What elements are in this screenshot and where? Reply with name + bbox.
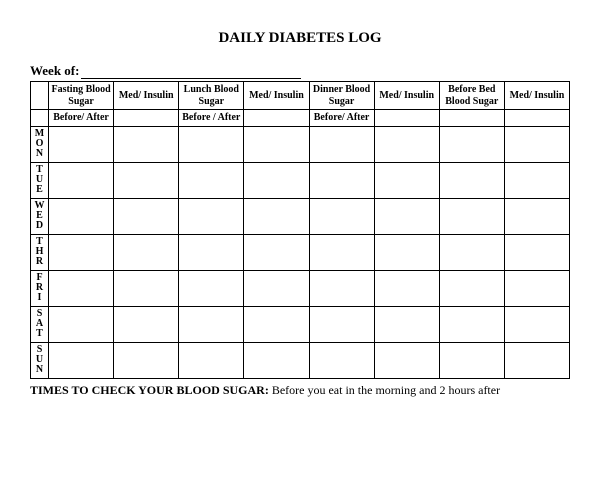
- cell[interactable]: [179, 162, 244, 198]
- cell[interactable]: [179, 342, 244, 378]
- cell[interactable]: [439, 162, 504, 198]
- footer-rest: Before you eat in the morning and 2 hour…: [269, 383, 500, 397]
- page-title: DAILY DIABETES LOG: [30, 30, 570, 47]
- cell[interactable]: [114, 270, 179, 306]
- header-row-1: Fasting Blood Sugar Med/ Insulin Lunch B…: [31, 82, 570, 110]
- cell[interactable]: [309, 198, 374, 234]
- day-fri: FRI: [31, 270, 49, 306]
- cell[interactable]: [439, 270, 504, 306]
- cell[interactable]: [374, 198, 439, 234]
- cell[interactable]: [179, 306, 244, 342]
- cell[interactable]: [244, 162, 309, 198]
- cell[interactable]: [49, 270, 114, 306]
- table-row: WED: [31, 198, 570, 234]
- cell[interactable]: [179, 270, 244, 306]
- table-row: SAT: [31, 306, 570, 342]
- col-med-3: Med/ Insulin: [374, 82, 439, 110]
- cell[interactable]: [309, 306, 374, 342]
- day-thr: THR: [31, 234, 49, 270]
- corner-blank: [31, 82, 49, 110]
- cell[interactable]: [49, 126, 114, 162]
- header-row-2: Before/ After Before / After Before/ Aft…: [31, 110, 570, 127]
- table-row: FRI: [31, 270, 570, 306]
- sub-blank-3: [374, 110, 439, 127]
- cell[interactable]: [504, 342, 569, 378]
- cell[interactable]: [439, 198, 504, 234]
- sub-blank-4: [439, 110, 504, 127]
- cell[interactable]: [374, 126, 439, 162]
- cell[interactable]: [309, 126, 374, 162]
- cell[interactable]: [374, 306, 439, 342]
- col-med-1: Med/ Insulin: [114, 82, 179, 110]
- footer-note: TIMES TO CHECK YOUR BLOOD SUGAR: Before …: [30, 383, 570, 398]
- sub-lunch: Before / After: [179, 110, 244, 127]
- cell[interactable]: [179, 126, 244, 162]
- day-sat: SAT: [31, 306, 49, 342]
- day-sun: SUN: [31, 342, 49, 378]
- week-of-line: Week of:: [30, 63, 570, 79]
- cell[interactable]: [244, 342, 309, 378]
- cell[interactable]: [49, 198, 114, 234]
- col-med-4: Med/ Insulin: [504, 82, 569, 110]
- cell[interactable]: [504, 306, 569, 342]
- cell[interactable]: [244, 126, 309, 162]
- cell[interactable]: [504, 126, 569, 162]
- col-bed: Before Bed Blood Sugar: [439, 82, 504, 110]
- week-of-blank[interactable]: [81, 78, 301, 79]
- cell[interactable]: [114, 126, 179, 162]
- cell[interactable]: [374, 234, 439, 270]
- col-fasting: Fasting Blood Sugar: [49, 82, 114, 110]
- day-wed: WED: [31, 198, 49, 234]
- cell[interactable]: [179, 198, 244, 234]
- table-row: SUN: [31, 342, 570, 378]
- sub-blank-2: [244, 110, 309, 127]
- table-row: MON: [31, 126, 570, 162]
- sub-blank-5: [504, 110, 569, 127]
- sub-blank-1: [114, 110, 179, 127]
- cell[interactable]: [244, 198, 309, 234]
- cell[interactable]: [244, 306, 309, 342]
- cell[interactable]: [244, 270, 309, 306]
- cell[interactable]: [374, 270, 439, 306]
- cell[interactable]: [309, 234, 374, 270]
- col-med-2: Med/ Insulin: [244, 82, 309, 110]
- page: DAILY DIABETES LOG Week of: Fasting Bloo…: [0, 0, 600, 408]
- cell[interactable]: [309, 270, 374, 306]
- day-tue: TUE: [31, 162, 49, 198]
- cell[interactable]: [374, 342, 439, 378]
- cell[interactable]: [439, 342, 504, 378]
- log-table: Fasting Blood Sugar Med/ Insulin Lunch B…: [30, 81, 570, 379]
- cell[interactable]: [114, 342, 179, 378]
- day-mon: MON: [31, 126, 49, 162]
- cell[interactable]: [504, 198, 569, 234]
- cell[interactable]: [504, 162, 569, 198]
- table-row: TUE: [31, 162, 570, 198]
- cell[interactable]: [439, 306, 504, 342]
- week-of-label: Week of:: [30, 63, 79, 78]
- sub-dinner: Before/ After: [309, 110, 374, 127]
- col-dinner: Dinner Blood Sugar: [309, 82, 374, 110]
- table-row: THR: [31, 234, 570, 270]
- corner-blank-2: [31, 110, 49, 127]
- cell[interactable]: [114, 198, 179, 234]
- cell[interactable]: [49, 234, 114, 270]
- cell[interactable]: [309, 342, 374, 378]
- footer-lead: TIMES TO CHECK YOUR BLOOD SUGAR:: [30, 383, 269, 397]
- cell[interactable]: [244, 234, 309, 270]
- cell[interactable]: [179, 234, 244, 270]
- cell[interactable]: [114, 234, 179, 270]
- cell[interactable]: [49, 306, 114, 342]
- cell[interactable]: [49, 342, 114, 378]
- cell[interactable]: [309, 162, 374, 198]
- cell[interactable]: [504, 270, 569, 306]
- cell[interactable]: [374, 162, 439, 198]
- col-lunch: Lunch Blood Sugar: [179, 82, 244, 110]
- cell[interactable]: [504, 234, 569, 270]
- cell[interactable]: [49, 162, 114, 198]
- sub-fasting: Before/ After: [49, 110, 114, 127]
- cell[interactable]: [114, 306, 179, 342]
- cell[interactable]: [114, 162, 179, 198]
- cell[interactable]: [439, 126, 504, 162]
- cell[interactable]: [439, 234, 504, 270]
